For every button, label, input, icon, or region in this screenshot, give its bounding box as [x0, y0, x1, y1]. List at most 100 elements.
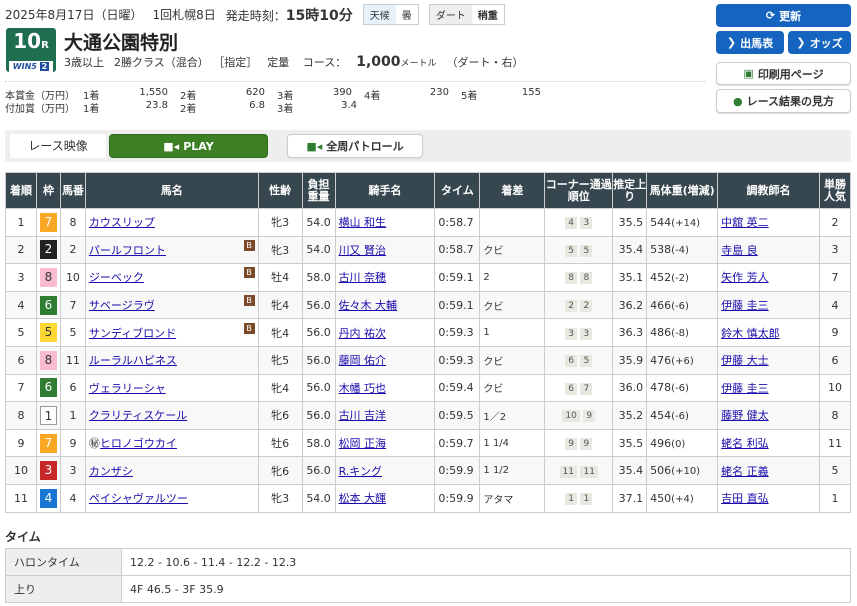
trainer-link[interactable]: 吉田 直弘 [721, 492, 769, 506]
horse-number: 5 [59, 318, 86, 347]
corner-4: 2 [580, 300, 593, 313]
jockey-link[interactable]: R.キング [338, 464, 382, 478]
body-weight-value: 496 [650, 436, 672, 450]
last-3f: 35.4 [612, 456, 648, 485]
corner-4: 11 [580, 465, 598, 478]
jockey-link[interactable]: 川又 賢治 [338, 243, 387, 257]
play-button[interactable]: ■◂ PLAY [109, 134, 268, 158]
margin: クビ [479, 235, 546, 265]
jockey-link[interactable]: 松本 大輝 [338, 492, 387, 506]
waku-cell: 2 [35, 235, 61, 265]
table-row: 1 7 8 カウスリップ 牝3 54.0 横山 和生 0:58.7 4 3 35.5 544(+14… [5, 208, 852, 237]
race-meta: 2025年8月17日（日曜） 1回札幌8日 発走時刻：15時10分 天候曇 ダー… [5, 4, 505, 25]
waku-cell: 1 [35, 401, 61, 430]
popularity: 4 [818, 290, 852, 320]
margin: クビ [479, 345, 546, 375]
jockey-link[interactable]: 横山 和生 [338, 216, 387, 230]
jockey-link[interactable]: 丹内 祐次 [338, 326, 387, 340]
corner-4: 5 [580, 244, 593, 257]
jockey-cell: 川又 賢治 [334, 235, 436, 265]
weight-carried: 54.0 [301, 235, 336, 265]
jockey-link[interactable]: 佐々木 大輔 [338, 299, 398, 313]
horse-number: 10 [59, 263, 86, 292]
horse-name-cell: ペイシャヴァルツー [84, 483, 259, 513]
trainer-link[interactable]: 伊藤 大士 [721, 354, 769, 368]
horse-link[interactable]: サベージラヴ [88, 299, 155, 313]
horse-link[interactable]: カンザシ [88, 464, 133, 478]
corner-4: 1 [580, 493, 593, 506]
sex-age: 牝4 [257, 318, 303, 347]
waku-cell: 7 [35, 428, 61, 458]
jockey-link[interactable]: 古川 吉洋 [338, 409, 387, 423]
trainer-cell: 蛯名 正義 [717, 456, 820, 485]
furlong-row: ハロンタイム 12.2 - 10.6 - 11.4 - 12.2 - 12.3 [5, 548, 851, 576]
trainer-cell: 伊藤 圭三 [717, 290, 820, 320]
corner-positions: 1 1 [544, 483, 614, 513]
odds-button[interactable]: ❯ オッズ [788, 31, 851, 54]
jockey-link[interactable]: 古川 奈穂 [338, 271, 387, 285]
finish-time: 0:59.5 [434, 401, 481, 430]
waku-cell: 3 [35, 456, 61, 485]
horse-link[interactable]: ジーベック [88, 271, 144, 285]
horse-link[interactable]: ルーラルハピネス [88, 354, 177, 368]
prize-place: 2着 [180, 91, 197, 102]
howto-button[interactable]: ● レース結果の見方 [716, 89, 851, 113]
horse-link[interactable]: クラリティスケール [88, 409, 188, 423]
body-weight-diff: (-2) [671, 272, 689, 284]
trainer-link[interactable]: 中舘 英二 [721, 216, 769, 230]
waku-cell: 8 [35, 345, 61, 375]
margin: クビ [479, 290, 546, 320]
refresh-button[interactable]: ⟳ 更新 [716, 4, 851, 27]
horse-link[interactable]: パールフロント [88, 243, 166, 257]
body-weight-value: 452 [650, 270, 672, 284]
body-weight-value: 486 [650, 326, 672, 340]
trainer-link[interactable]: 蛯名 正義 [721, 464, 769, 478]
jockey-cell: 古川 奈穂 [334, 263, 436, 292]
chevron-circle-icon: ❯ [726, 36, 737, 49]
horse-link[interactable]: カウスリップ [88, 216, 155, 230]
video-camera-icon: ■◂ [306, 139, 323, 153]
chevron-circle-icon: ● [732, 94, 743, 108]
trainer-link[interactable]: 矢作 芳人 [721, 271, 769, 285]
trainer-link[interactable]: 藤野 健太 [721, 409, 769, 423]
corner-4: 9 [583, 410, 596, 423]
patrol-button[interactable]: ■◂ 全周パトロール [287, 134, 423, 158]
trainer-link[interactable]: 伊藤 圭三 [721, 381, 769, 395]
jockey-link[interactable]: 松岡 正海 [338, 437, 387, 451]
trainer-link[interactable]: 蛯名 利弘 [721, 437, 769, 451]
body-weight-value: 506 [650, 464, 672, 478]
print-button[interactable]: ▣ 印刷用ページ [716, 62, 851, 85]
weight-carried: 58.0 [301, 428, 336, 458]
horse-link[interactable]: ヒロノゴウカイ [99, 437, 177, 451]
column-header: 単勝人気 [818, 172, 852, 209]
corner-3: 5 [565, 244, 577, 257]
body-weight: 450(+4) [646, 483, 719, 513]
corner-positions: 11 11 [544, 456, 614, 485]
main-prize: 本賞金（万円） 1着 1,550 2着 620 3着 390 4着 230 5着 155 [5, 87, 541, 102]
popularity: 3 [818, 235, 852, 265]
popularity: 7 [818, 263, 852, 292]
prize-amount: 23.8 [145, 100, 168, 111]
jockey-link[interactable]: 木幡 巧也 [338, 381, 387, 395]
jockey-link[interactable]: 藤岡 佑介 [338, 354, 387, 368]
entries-button[interactable]: ❯ 出馬表 [716, 31, 784, 54]
waku-badge: 6 [39, 378, 57, 398]
horse-number: 6 [59, 373, 86, 403]
trainer-cell: 伊藤 圭三 [717, 373, 820, 403]
trainer-link[interactable]: 鈴木 慎太郎 [721, 326, 780, 340]
jockey-cell: 松岡 正海 [334, 428, 436, 458]
trainer-link[interactable]: 寺島 良 [721, 243, 758, 257]
last-3f: 36.3 [612, 318, 648, 347]
weather-tag: 天候曇 [362, 4, 419, 25]
local-horse-mark: ㊙ [88, 437, 100, 451]
trainer-cell: 蛯名 利弘 [717, 428, 820, 458]
last-3f: 35.1 [612, 263, 648, 292]
horse-link[interactable]: ペイシャヴァルツー [88, 492, 188, 506]
horse-link[interactable]: ヴェラリーシャ [88, 381, 166, 395]
corner-3: 4 [565, 217, 577, 230]
horse-name-cell: クラリティスケール [84, 401, 259, 430]
trainer-link[interactable]: 伊藤 圭三 [721, 299, 769, 313]
corner-positions: 2 2 [544, 290, 614, 320]
horse-link[interactable]: サンディブロンド [88, 326, 177, 340]
race-number-badge: 10R WIN5 2 [6, 28, 56, 73]
